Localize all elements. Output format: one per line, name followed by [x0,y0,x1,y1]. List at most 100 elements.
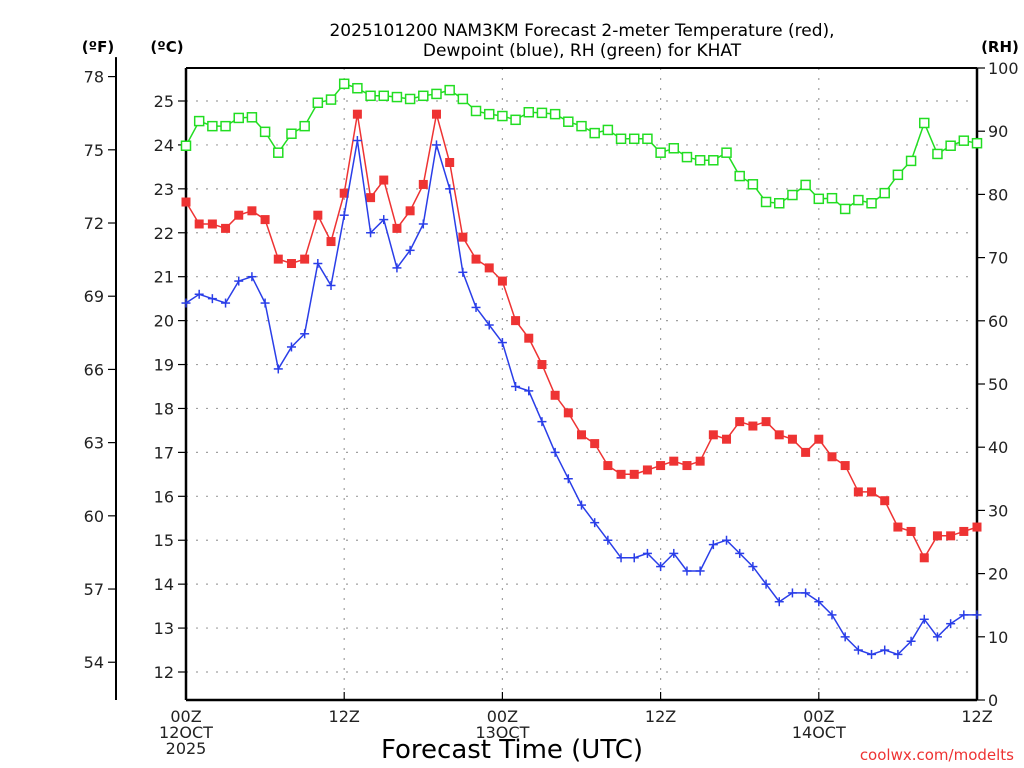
chart-title: 2025101200 NAM3KM Forecast 2-meter Tempe… [329,21,834,61]
rh-point [576,120,587,132]
rh-tick-label: 20 [988,565,1008,584]
temperature-point [761,417,771,427]
fahrenheit-tick-label: 75 [84,141,104,160]
rh-tick-label: 70 [988,249,1008,268]
temperature-point [616,469,626,479]
dewpoint-point [392,263,402,273]
temperature-point [603,461,613,471]
rh-tick-label: 90 [988,122,1008,141]
rh-point [628,133,640,145]
rh-point [193,115,205,127]
dewpoint-point [339,210,349,220]
dewpoint-point [761,579,771,589]
dewpoint-point [656,562,666,572]
celsius-tick-label: 23 [154,180,174,199]
rh-point [497,110,508,122]
dewpoint-point [550,447,560,457]
dewpoint-point [418,219,428,229]
rh-point [971,137,983,149]
temperature-point [880,496,890,506]
rh-point [668,143,680,154]
rh-point [681,151,693,163]
celsius-tick-label: 13 [154,619,174,638]
rh-point [273,147,284,158]
temperature-point [511,316,521,326]
rh-point [404,93,416,105]
x-tick-label: 00Z [487,707,518,726]
rh-point [563,116,574,127]
chart-title-line-1: 2025101200 NAM3KM Forecast 2-meter Tempe… [329,21,834,41]
fahrenheit-tick-label: 63 [84,434,104,453]
rh-point [853,194,864,206]
dewpoint-point [431,140,441,150]
dewpoint-point [893,649,903,659]
temperature-point [946,531,956,541]
chart-title-line-2: Dewpoint (blue), RH (green) for KHAT [423,41,742,61]
x-tick-label: 13OCT [475,723,529,742]
rh-tick-label: 30 [988,501,1008,520]
celsius-tick-label: 16 [154,487,174,506]
temperature-point [273,254,283,264]
rh-point [879,187,890,199]
temperature-point [906,526,916,536]
dewpoint-point [405,245,415,255]
temperature-point [853,487,863,497]
rh-point [642,133,653,145]
temperature-point [801,447,811,457]
dewpoint-point [511,382,521,391]
celsius-tick-label: 25 [154,92,174,111]
dewpoint-point [880,645,890,655]
rh-point [839,203,851,215]
dewpoint-point [181,298,191,308]
rh-point [774,197,785,209]
dewpoint-point [629,553,639,563]
dewpoint-point [708,540,718,550]
x-tick-label: 00Z [803,707,834,726]
temperature-point [260,215,270,225]
rh-point [246,112,258,123]
temperature-point [708,430,718,440]
rh-point [747,179,759,190]
dewpoint-point [642,548,652,558]
temperature-point [194,219,204,229]
temperature-point [656,461,666,471]
temperature-point [867,487,877,497]
x-tick-label: 12OCT [159,723,213,742]
dewpoint-point [932,632,942,642]
temperature-point [563,408,573,418]
series-layer [180,78,983,659]
rh-point [892,169,904,181]
rh-point [615,133,627,145]
dewpoint-point [484,320,494,330]
x-tick-label: 14OCT [792,723,846,742]
rh-point [233,112,244,124]
dewpoint-point [234,276,244,286]
rh-point [905,155,917,167]
credit-link[interactable]: coolwx.com/modelts [860,746,1014,764]
dewpoint-point [906,636,916,646]
celsius-tick-label: 15 [154,531,174,550]
temperature-point [379,175,389,185]
fahrenheit-tick-label: 72 [84,214,104,233]
celsius-tick-label: 19 [154,356,174,375]
temperature-point [919,553,929,563]
rh-point [549,108,561,120]
rh-tick-label: 10 [988,628,1008,647]
x-tick-label: 12Z [961,707,992,726]
dewpoint-point [972,610,982,620]
temperature-point [418,179,428,189]
axes: 12 13 14 15 16 17 18 19 20 21 22 23 24 25 54 57 60 63 66 69… [84,57,1019,710]
x-tick-label: 12Z [329,707,360,726]
rh-point [589,127,600,139]
rh-point [919,117,930,129]
rh-point [734,170,745,182]
x-tick-label: 12Z [645,707,676,726]
dewpoint-point [577,500,586,510]
rh-point [259,126,271,138]
fahrenheit-axis-label: (ºF) [82,38,114,56]
dewpoint-point [946,619,956,629]
temperature-point [932,531,942,541]
rh-tick-label: 60 [988,312,1008,331]
rh-point [523,106,535,118]
